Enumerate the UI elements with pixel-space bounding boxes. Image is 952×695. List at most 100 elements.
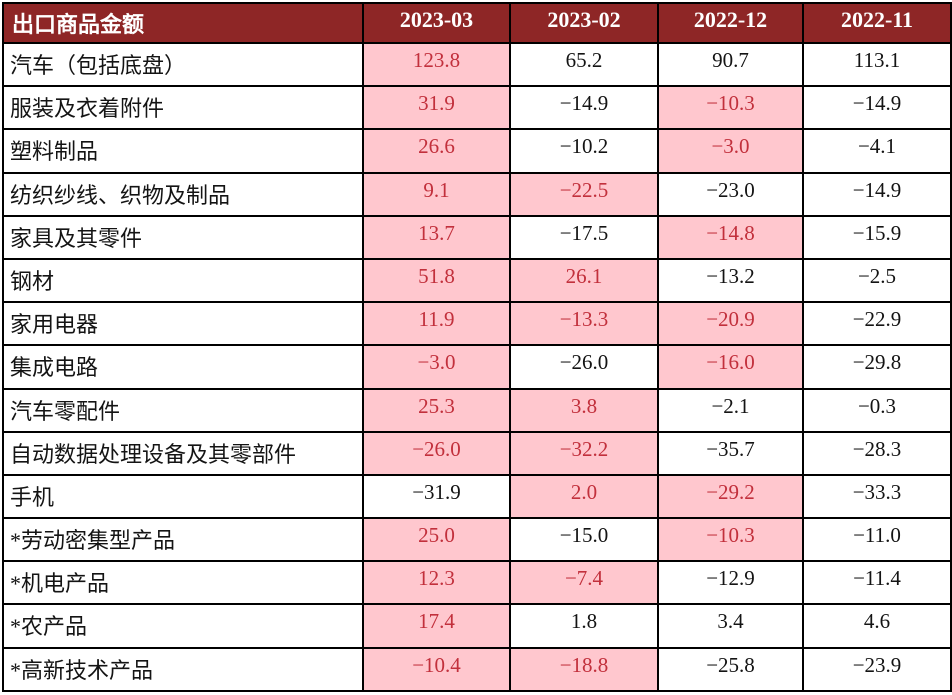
value-cell: 65.2 <box>509 41 659 88</box>
column-header-2022-12: 2022-12 <box>657 2 804 44</box>
column-header-2023-03: 2023-03 <box>362 2 511 44</box>
value-cell-highlighted: 26.1 <box>509 257 659 304</box>
value-cell: −28.3 <box>802 430 952 476</box>
header-row: 出口商品金额 2023-03 2023-02 2022-12 2022-11 <box>2 2 952 44</box>
table-row: 汽车零配件 25.3 3.8 −2.1 −0.3 <box>2 387 952 433</box>
value-cell-highlighted: −20.9 <box>657 301 804 347</box>
row-label: *农产品 <box>2 603 364 649</box>
row-label: 汽车零配件 <box>2 387 364 433</box>
row-label: 家用电器 <box>2 301 364 347</box>
value-cell-highlighted: −10.4 <box>362 646 511 693</box>
table-row: 家具及其零件 13.7 −17.5 −14.8 −15.9 <box>2 214 952 260</box>
value-cell: −29.8 <box>802 344 952 390</box>
value-cell-highlighted: 13.7 <box>362 214 511 260</box>
value-cell-highlighted: −13.3 <box>509 301 659 347</box>
value-cell-highlighted: 25.0 <box>362 517 511 563</box>
value-cell: −14.9 <box>802 85 952 131</box>
value-cell-highlighted: −26.0 <box>362 430 511 476</box>
table-row: 纺织纱线、织物及制品 9.1 −22.5 −23.0 −14.9 <box>2 171 952 217</box>
table-row: 汽车（包括底盘） 123.8 65.2 90.7 113.1 <box>2 41 952 88</box>
row-label: 服装及衣着附件 <box>2 85 364 131</box>
value-cell: −10.2 <box>509 128 659 174</box>
row-label: 家具及其零件 <box>2 214 364 260</box>
value-cell: −15.9 <box>802 214 952 260</box>
value-cell: −25.8 <box>657 646 804 693</box>
table-row: *农产品 17.4 1.8 3.4 4.6 <box>2 603 952 649</box>
value-cell: 1.8 <box>509 603 659 649</box>
value-cell: −22.9 <box>802 301 952 347</box>
value-cell-highlighted: −32.2 <box>509 430 659 476</box>
value-cell-highlighted: 25.3 <box>362 387 511 433</box>
table-row: 自动数据处理设备及其零部件 −26.0 −32.2 −35.7 −28.3 <box>2 430 952 476</box>
value-cell-highlighted: −7.4 <box>509 560 659 606</box>
table-title-header: 出口商品金额 <box>2 2 364 44</box>
table-row: *高新技术产品 −10.4 −18.8 −25.8 −23.9 <box>2 646 952 693</box>
value-cell: −26.0 <box>509 344 659 390</box>
value-cell-highlighted: −3.0 <box>362 344 511 390</box>
value-cell: −31.9 <box>362 473 511 520</box>
table-row: *劳动密集型产品 25.0 −15.0 −10.3 −11.0 <box>2 517 952 563</box>
table-body: 汽车（包括底盘） 123.8 65.2 90.7 113.1 服装及衣着附件 31.9 −14… <box>2 41 952 693</box>
value-cell: 4.6 <box>802 603 952 649</box>
value-cell: −33.3 <box>802 473 952 520</box>
column-header-2022-11: 2022-11 <box>802 2 952 44</box>
value-cell: −15.0 <box>509 517 659 563</box>
value-cell: −4.1 <box>802 128 952 174</box>
value-cell: −35.7 <box>657 430 804 476</box>
row-label: 自动数据处理设备及其零部件 <box>2 430 364 476</box>
row-label: 汽车（包括底盘） <box>2 41 364 88</box>
value-cell-highlighted: −14.8 <box>657 214 804 260</box>
value-cell: −11.4 <box>802 560 952 606</box>
value-cell-highlighted: −10.3 <box>657 85 804 131</box>
value-cell-highlighted: 9.1 <box>362 171 511 217</box>
row-label: 纺织纱线、织物及制品 <box>2 171 364 217</box>
row-label: *高新技术产品 <box>2 646 364 693</box>
value-cell-highlighted: −18.8 <box>509 646 659 693</box>
value-cell-highlighted: 3.8 <box>509 387 659 433</box>
value-cell-highlighted: 2.0 <box>509 473 659 520</box>
table-header: 出口商品金额 2023-03 2023-02 2022-12 2022-11 <box>2 2 952 44</box>
value-cell: 113.1 <box>802 41 952 88</box>
value-cell-highlighted: 31.9 <box>362 85 511 131</box>
row-label: 集成电路 <box>2 344 364 390</box>
row-label: *劳动密集型产品 <box>2 517 364 563</box>
table-row: 家用电器 11.9 −13.3 −20.9 −22.9 <box>2 301 952 347</box>
table-row: 塑料制品 26.6 −10.2 −3.0 −4.1 <box>2 128 952 174</box>
value-cell: 3.4 <box>657 603 804 649</box>
row-label: 钢材 <box>2 257 364 304</box>
value-cell-highlighted: 51.8 <box>362 257 511 304</box>
value-cell: −17.5 <box>509 214 659 260</box>
value-cell-highlighted: −16.0 <box>657 344 804 390</box>
value-cell: −2.1 <box>657 387 804 433</box>
table-row: *机电产品 12.3 −7.4 −12.9 −11.4 <box>2 560 952 606</box>
row-label: 塑料制品 <box>2 128 364 174</box>
value-cell: −23.0 <box>657 171 804 217</box>
value-cell-highlighted: 17.4 <box>362 603 511 649</box>
value-cell: −0.3 <box>802 387 952 433</box>
value-cell: −2.5 <box>802 257 952 304</box>
row-label: 手机 <box>2 473 364 520</box>
value-cell-highlighted: 11.9 <box>362 301 511 347</box>
value-cell: −23.9 <box>802 646 952 693</box>
value-cell-highlighted: −3.0 <box>657 128 804 174</box>
table-row: 集成电路 −3.0 −26.0 −16.0 −29.8 <box>2 344 952 390</box>
value-cell-highlighted: −10.3 <box>657 517 804 563</box>
value-cell-highlighted: −22.5 <box>509 171 659 217</box>
value-cell: −11.0 <box>802 517 952 563</box>
value-cell-highlighted: 123.8 <box>362 41 511 88</box>
value-cell-highlighted: 26.6 <box>362 128 511 174</box>
table-row: 手机 −31.9 2.0 −29.2 −33.3 <box>2 473 952 520</box>
value-cell: −12.9 <box>657 560 804 606</box>
value-cell-highlighted: 12.3 <box>362 560 511 606</box>
value-cell-highlighted: −29.2 <box>657 473 804 520</box>
value-cell: −14.9 <box>802 171 952 217</box>
value-cell: −13.2 <box>657 257 804 304</box>
table-row: 服装及衣着附件 31.9 −14.9 −10.3 −14.9 <box>2 85 952 131</box>
table-row: 钢材 51.8 26.1 −13.2 −2.5 <box>2 257 952 304</box>
row-label: *机电产品 <box>2 560 364 606</box>
value-cell: 90.7 <box>657 41 804 88</box>
value-cell: −14.9 <box>509 85 659 131</box>
column-header-2023-02: 2023-02 <box>509 2 659 44</box>
